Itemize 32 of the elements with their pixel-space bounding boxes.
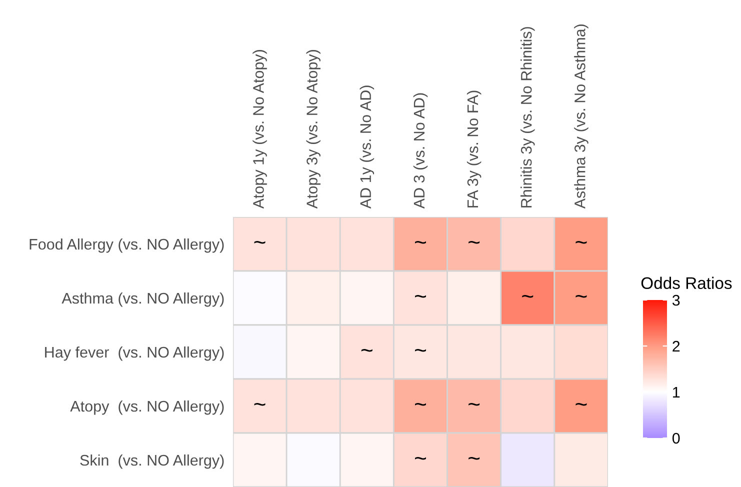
y-tick-label: Atopy (vs. NO Allergy) xyxy=(70,400,224,415)
data-label: ~ xyxy=(576,402,587,406)
x-tick-label: Atopy 3y (vs. No Atopy) xyxy=(306,50,320,209)
data-label: ~ xyxy=(468,402,480,406)
x-tick-label: AD 3 (vs. No AD) xyxy=(413,93,428,209)
x-tick-label: Asthma 3y (vs. No Asthma) xyxy=(574,24,588,209)
data-label: ~ xyxy=(415,456,426,460)
y-tick-label: Hay fever (vs. NO Allergy) xyxy=(45,346,224,361)
data-label: ~ xyxy=(361,348,372,352)
color-bar-label: 0 xyxy=(672,432,680,444)
y-tick-label: Skin (vs. NO Allergy) xyxy=(80,454,224,469)
color-bar-label: 2 xyxy=(672,340,680,352)
data-label: ~ xyxy=(254,240,266,244)
data-label: ~ xyxy=(468,240,480,244)
y-tick-label: Asthma (vs. NO Allergy) xyxy=(62,292,224,307)
x-tick-label: AD 1y (vs. No AD) xyxy=(360,86,374,209)
color-bar-title: Odds Ratios xyxy=(641,276,732,290)
data-label: ~ xyxy=(415,348,426,352)
color-bar-label: 3 xyxy=(672,294,680,306)
data-label: ~ xyxy=(415,294,426,298)
x-tick-label: Rhinitis 3y (vs. No Rhinitis) xyxy=(520,27,535,208)
x-tick-label: Atopy 1y (vs. No Atopy) xyxy=(252,50,267,209)
data-label: ~ xyxy=(254,402,266,406)
x-tick-label: FA 3y (vs. No FA) xyxy=(466,90,482,208)
color-bar-label: 1 xyxy=(673,387,680,398)
y-tick-label: Food Allergy (vs. NO Allergy) xyxy=(30,238,224,253)
data-label: ~ xyxy=(415,240,426,244)
data-label: ~ xyxy=(415,402,426,406)
data-label: ~ xyxy=(468,456,480,460)
data-label: ~ xyxy=(576,240,587,244)
data-label: ~ xyxy=(576,294,587,298)
data-label: ~ xyxy=(522,294,534,298)
